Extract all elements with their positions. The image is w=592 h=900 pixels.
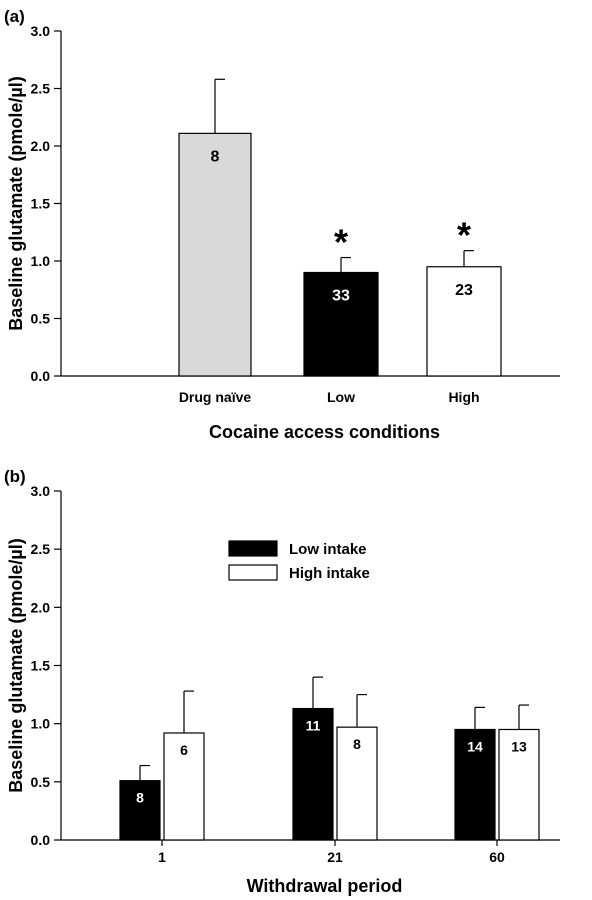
bar-low — [303, 271, 379, 377]
x-axis-title: Cocaine access conditions — [209, 422, 440, 442]
legend-label: High intake — [289, 565, 370, 582]
x-axis-title: Withdrawal period — [247, 876, 403, 896]
legend-swatch — [228, 540, 278, 557]
bar-low-intake-21 — [292, 707, 334, 841]
legend-swatch — [228, 564, 278, 581]
x-tick-label: 60 — [489, 849, 505, 865]
y-tick-label: 0.5 — [31, 774, 51, 790]
significance-marker: * — [457, 215, 471, 256]
y-axis-title: Baseline glutamate (pmole/µl) — [6, 538, 26, 792]
y-tick-label: 1.5 — [31, 196, 51, 212]
x-tick-label: 21 — [327, 849, 343, 865]
n-label: 8 — [211, 148, 220, 165]
n-label: 14 — [467, 738, 483, 754]
y-tick-label: 1.5 — [31, 658, 51, 674]
n-label: 6 — [180, 742, 188, 758]
x-tick-label: Low — [327, 389, 355, 405]
x-tick-label: 1 — [158, 849, 166, 865]
n-label: 11 — [306, 718, 321, 734]
y-tick-label: 1.0 — [31, 253, 51, 269]
x-tick-label: Drug naïve — [179, 389, 252, 405]
panel-label: (b) — [4, 467, 26, 486]
bar-drug-na-ve — [178, 132, 252, 377]
y-tick-label: 2.5 — [31, 541, 51, 557]
n-label: 33 — [332, 288, 350, 305]
y-tick-label: 2.0 — [31, 138, 51, 154]
y-axis-title: Baseline glutamate (pmole/µl) — [6, 76, 26, 330]
chart-panel-a: (a) 0.0 0.5 1.0 1.5 2.0 2.5 3.0 Baseline glutama… — [4, 7, 560, 442]
y-tick-label: 0.0 — [31, 832, 51, 848]
panel-label: (a) — [4, 7, 25, 26]
n-label: 23 — [455, 282, 473, 299]
legend: Low intake High intake — [228, 540, 370, 582]
y-tick-label: 0.5 — [31, 311, 51, 327]
significance-marker: * — [334, 222, 348, 263]
y-tick-label: 1.0 — [31, 716, 51, 732]
n-label: 8 — [353, 736, 361, 752]
bar-high-intake-1 — [163, 732, 205, 841]
bar-high — [426, 266, 502, 377]
chart-panel-b: (b) 0.0 0.5 1.0 1.5 2.0 2.5 3.0 Baseline glutama… — [4, 467, 560, 896]
x-tick-label: High — [448, 389, 479, 405]
y-tick-label: 2.0 — [31, 599, 51, 615]
y-tick-label: 3.0 — [31, 483, 51, 499]
y-tick-label: 0.0 — [31, 368, 51, 384]
y-tick-label: 3.0 — [31, 23, 51, 39]
n-label: 8 — [136, 790, 144, 806]
n-label: 13 — [511, 738, 527, 754]
y-tick-label: 2.5 — [31, 81, 51, 97]
bar-low-intake-1 — [119, 780, 161, 841]
legend-label: Low intake — [289, 541, 367, 558]
